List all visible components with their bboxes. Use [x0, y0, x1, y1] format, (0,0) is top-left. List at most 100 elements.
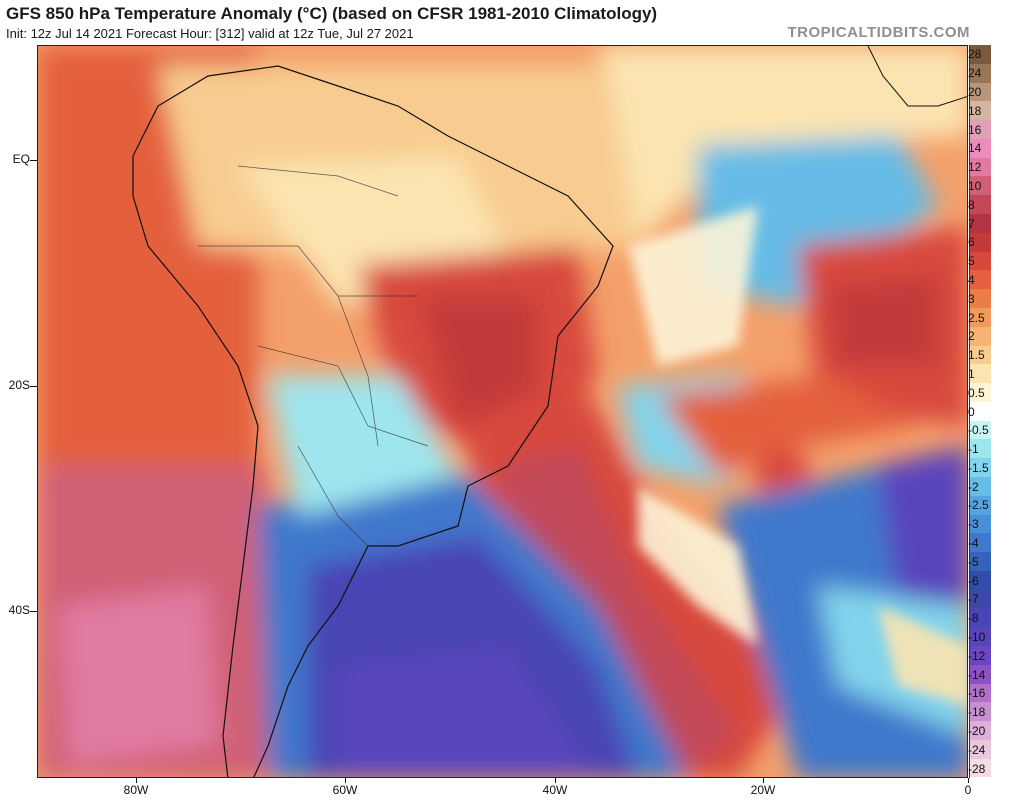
colorbar-label: 18	[968, 103, 982, 118]
lon-label-80w: 80W	[123, 783, 149, 797]
colorbar-swatch	[970, 138, 991, 158]
colorbar-label: -8	[968, 611, 979, 626]
colorbar-swatch	[970, 383, 991, 402]
lon-tick	[968, 778, 969, 783]
colorbar-label: -14	[968, 667, 986, 682]
lon-label-0: 0	[964, 783, 972, 797]
colorbar-swatch	[970, 176, 991, 196]
colorbar-label: -0.5	[968, 423, 989, 438]
colorbar-swatch	[970, 439, 991, 459]
colorbar-label: 2.5	[968, 310, 985, 325]
colorbar-swatch	[970, 664, 991, 684]
colorbar-label: -1.5	[968, 460, 989, 475]
colorbar-swatch	[970, 608, 991, 628]
colorbar-swatch	[970, 195, 991, 215]
colorbar-swatch	[970, 758, 991, 778]
colorbar-swatch	[970, 364, 991, 384]
lat-tick	[30, 160, 37, 161]
colorbar-label: 10	[968, 178, 982, 193]
colorbar-label: -20	[968, 724, 986, 738]
colorbar-label: 1	[968, 366, 975, 381]
colorbar-label: 7	[968, 216, 975, 231]
colorbar-swatch	[970, 326, 991, 346]
colorbar-swatch	[970, 345, 991, 365]
map-subtitle: Init: 12z Jul 14 2021 Forecast Hour: [31…	[6, 26, 414, 41]
colorbar-swatch	[970, 458, 991, 477]
colorbar-swatch	[970, 289, 991, 308]
colorbar-swatch	[970, 270, 991, 290]
colorbar-swatch	[970, 552, 991, 571]
colorbar-swatch	[970, 45, 991, 64]
colorbar-label: -16	[968, 686, 986, 701]
colorbar-label: 14	[968, 141, 982, 156]
colorbar-label: 20	[968, 84, 982, 99]
colorbar-label: -2.5	[968, 498, 989, 513]
colorbar-label: 28	[968, 47, 982, 62]
lon-tick	[345, 778, 346, 783]
colorbar-swatch	[970, 702, 991, 722]
colorbar-swatch	[970, 82, 991, 102]
colorbar-label: 1.5	[968, 348, 985, 363]
lat-tick	[30, 386, 37, 387]
colorbar-swatch	[970, 401, 991, 421]
colorbar-swatch	[970, 214, 991, 233]
colorbar-label: 3	[968, 291, 975, 306]
colorbar-label: -3	[968, 517, 979, 532]
colorbar-swatch	[970, 495, 991, 515]
colorbar-swatch	[970, 476, 991, 496]
colorbar-legend	[969, 45, 991, 778]
colorbar-swatch	[970, 514, 991, 534]
colorbar-swatch	[970, 589, 991, 609]
colorbar-swatch	[970, 232, 991, 252]
anomaly-field	[38, 46, 967, 777]
colorbar-swatch	[970, 120, 991, 139]
colorbar-label: 8	[968, 197, 975, 212]
colorbar-swatch	[970, 420, 991, 440]
lon-tick	[555, 778, 556, 783]
colorbar-label: 0.5	[968, 385, 985, 400]
map-canvas	[38, 46, 967, 777]
colorbar-label: -4	[968, 536, 979, 551]
colorbar-label: -5	[968, 554, 979, 569]
colorbar-label: 12	[968, 160, 982, 175]
lat-label-20s: 20S	[8, 378, 30, 392]
colorbar-label: -7	[968, 592, 979, 607]
lon-tick	[136, 778, 137, 783]
lon-tick	[763, 778, 764, 783]
lon-label-40w: 40W	[542, 783, 568, 797]
lon-label-60w: 60W	[332, 783, 358, 797]
colorbar-label: -2	[968, 479, 979, 494]
colorbar-label: 4	[968, 272, 975, 287]
lon-label-20w: 20W	[750, 783, 776, 797]
colorbar-label: -12	[968, 648, 986, 663]
colorbar-swatch	[970, 627, 991, 646]
colorbar-swatch	[970, 721, 991, 740]
colorbar-label: 2	[968, 329, 975, 344]
site-watermark: TROPICALTIDBITS.COM	[787, 24, 970, 41]
lat-label-40s: 40S	[8, 603, 30, 617]
colorbar-swatch	[970, 646, 991, 665]
lat-label-eq: EQ	[12, 152, 30, 166]
colorbar-swatch	[970, 251, 991, 271]
map-title: GFS 850 hPa Temperature Anomaly (°C) (ba…	[6, 4, 658, 23]
colorbar-label: -10	[968, 630, 986, 645]
colorbar-label: 0	[968, 404, 975, 419]
colorbar-label: 5	[968, 254, 975, 269]
colorbar-label: 24	[968, 66, 982, 81]
colorbar-swatch	[970, 101, 991, 121]
colorbar-label: 6	[968, 235, 975, 250]
colorbar-swatch	[970, 533, 991, 553]
colorbar-swatch	[970, 63, 991, 83]
colorbar-label: -24	[968, 742, 986, 757]
anomaly-map	[37, 45, 968, 778]
colorbar-swatch	[970, 307, 991, 327]
colorbar-label: 16	[968, 122, 982, 137]
colorbar-label: -28	[968, 761, 986, 776]
colorbar-swatch	[970, 683, 991, 703]
lat-tick	[30, 611, 37, 612]
colorbar-label: -1	[968, 442, 979, 457]
colorbar-label: -6	[968, 573, 979, 588]
colorbar-swatch	[970, 739, 991, 759]
colorbar-label: -18	[968, 705, 986, 720]
colorbar-swatch	[970, 570, 991, 590]
